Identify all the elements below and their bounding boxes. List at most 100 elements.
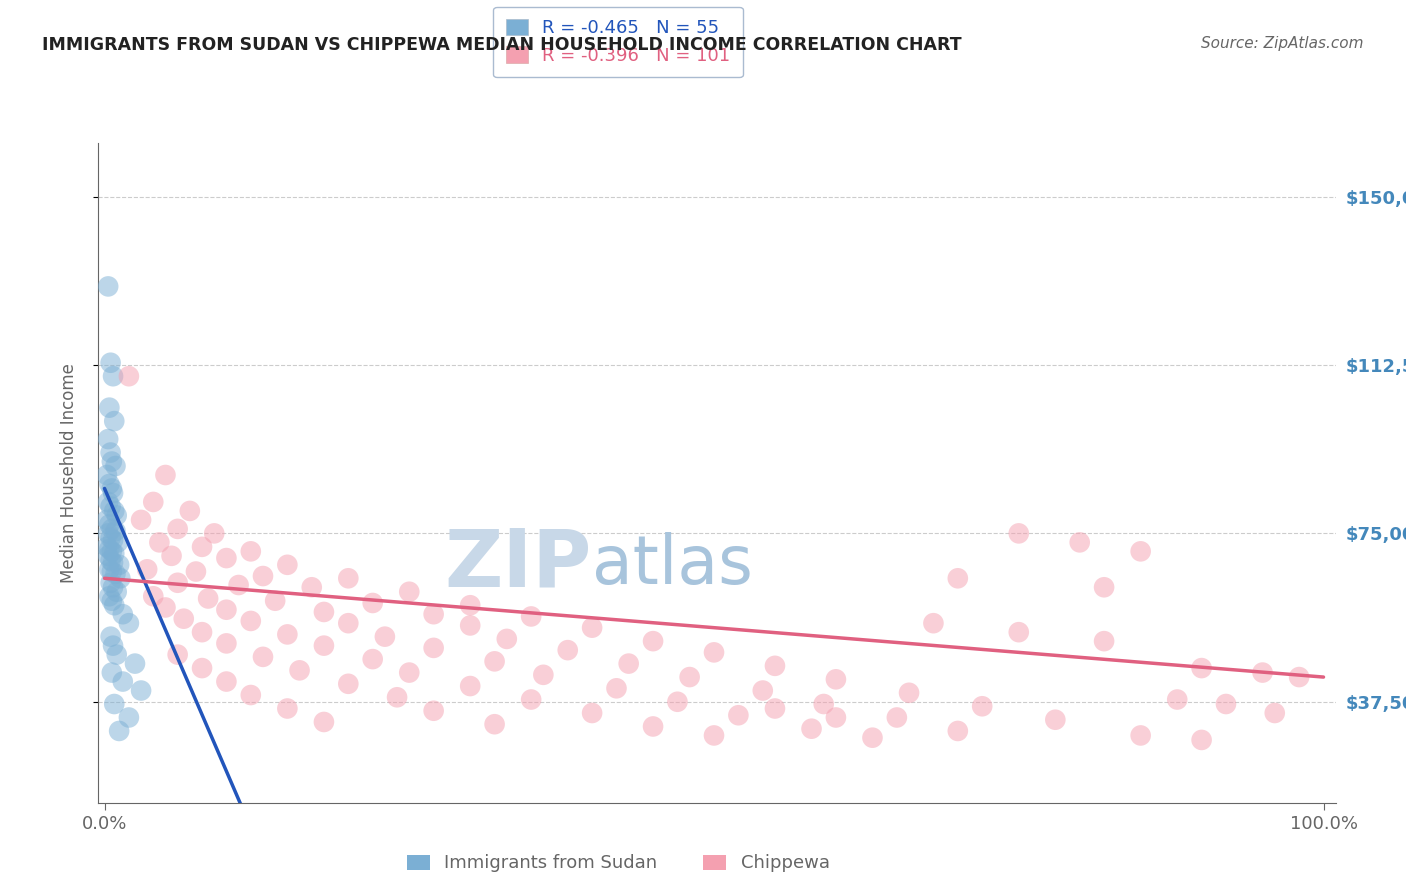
Point <box>118 616 141 631</box>
Point <box>191 540 214 554</box>
Point <box>101 486 124 500</box>
Point <box>155 468 177 483</box>
Point <box>886 710 908 724</box>
Point <box>1191 733 1213 747</box>
Point <box>101 544 124 558</box>
Point <box>100 553 122 567</box>
Point <box>142 495 165 509</box>
Point <box>239 614 262 628</box>
Point <box>96 540 118 554</box>
Point <box>97 495 120 509</box>
Point <box>641 719 664 733</box>
Point <box>173 612 195 626</box>
Point <box>825 710 848 724</box>
Point <box>191 625 214 640</box>
Point <box>337 571 360 585</box>
Point <box>422 640 444 655</box>
Point <box>104 458 127 473</box>
Point <box>922 616 945 631</box>
Point <box>239 688 262 702</box>
Point <box>101 533 124 548</box>
Point <box>398 584 420 599</box>
Point <box>97 526 120 541</box>
Point <box>288 663 311 677</box>
Point <box>179 504 201 518</box>
Point <box>703 645 725 659</box>
Point <box>101 639 124 653</box>
Point <box>972 699 994 714</box>
Point <box>1129 728 1152 742</box>
Point <box>946 723 969 738</box>
Point <box>312 605 335 619</box>
Point <box>581 621 603 635</box>
Point <box>101 522 124 536</box>
Point <box>118 710 141 724</box>
Point <box>104 566 127 581</box>
Point <box>104 524 127 538</box>
Point <box>1045 713 1067 727</box>
Point <box>458 599 481 613</box>
Point <box>1215 697 1237 711</box>
Point <box>1264 706 1286 720</box>
Point <box>641 634 664 648</box>
Point <box>1129 544 1152 558</box>
Point <box>96 468 118 483</box>
Point <box>666 695 689 709</box>
Point <box>361 652 384 666</box>
Point <box>215 551 238 566</box>
Point <box>1008 625 1031 640</box>
Point <box>239 544 262 558</box>
Point <box>101 580 124 594</box>
Point <box>191 661 214 675</box>
Point <box>100 445 122 459</box>
Point <box>374 630 396 644</box>
Point <box>312 714 335 729</box>
Point <box>202 526 225 541</box>
Point <box>422 704 444 718</box>
Point <box>98 517 121 532</box>
Point <box>100 356 122 370</box>
Point <box>184 565 207 579</box>
Point <box>520 692 543 706</box>
Point <box>97 432 120 446</box>
Point <box>301 580 323 594</box>
Point <box>166 522 188 536</box>
Point <box>337 616 360 631</box>
Point <box>1166 692 1188 706</box>
Point <box>752 683 775 698</box>
Point <box>898 686 921 700</box>
Point <box>108 723 131 738</box>
Point <box>520 609 543 624</box>
Point <box>215 674 238 689</box>
Point <box>100 575 122 590</box>
Point <box>129 683 152 698</box>
Point <box>800 722 823 736</box>
Point <box>100 630 122 644</box>
Point <box>337 677 360 691</box>
Point <box>103 504 125 518</box>
Point <box>946 571 969 585</box>
Text: atlas: atlas <box>592 532 754 598</box>
Point <box>1251 665 1274 680</box>
Text: ZIP: ZIP <box>444 525 592 604</box>
Point <box>276 627 298 641</box>
Point <box>136 562 159 576</box>
Point <box>166 648 188 662</box>
Point <box>100 531 122 545</box>
Text: Source: ZipAtlas.com: Source: ZipAtlas.com <box>1201 36 1364 51</box>
Point <box>124 657 146 671</box>
Point <box>1288 670 1310 684</box>
Point <box>103 697 125 711</box>
Point <box>398 665 420 680</box>
Point <box>103 599 125 613</box>
Point <box>108 558 131 572</box>
Point <box>557 643 579 657</box>
Point <box>101 556 124 570</box>
Point <box>1069 535 1091 549</box>
Point <box>531 668 554 682</box>
Point <box>605 681 627 696</box>
Point <box>458 618 481 632</box>
Point <box>118 369 141 384</box>
Point <box>166 575 188 590</box>
Y-axis label: Median Household Income: Median Household Income <box>59 363 77 582</box>
